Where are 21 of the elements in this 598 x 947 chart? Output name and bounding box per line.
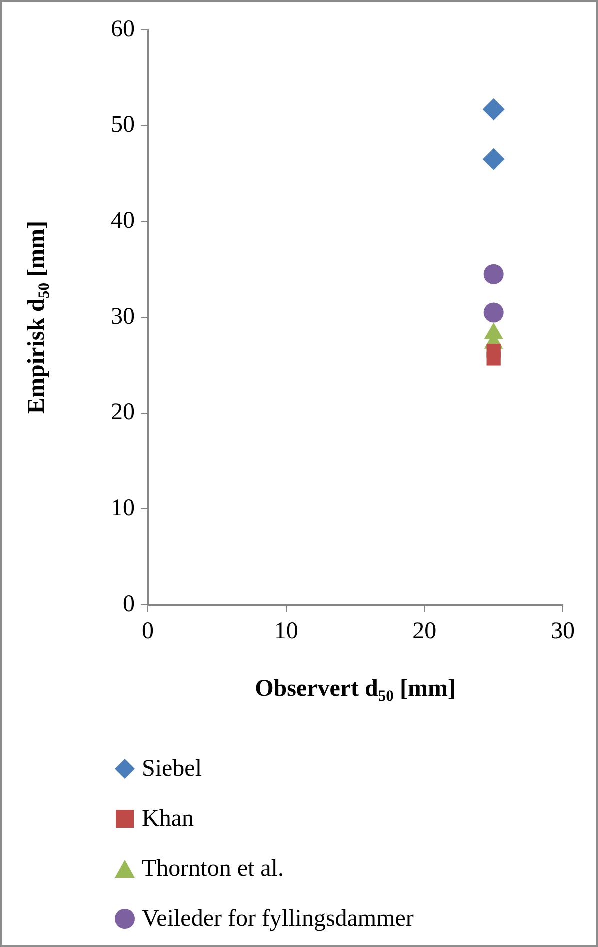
point [484,264,504,284]
legend-label: Khan [142,806,194,832]
y-tick-label: 60 [111,16,135,42]
y-tick-label: 40 [111,208,135,234]
y-axis-title: Empirisk d50 [mm] [24,221,54,414]
x-tick-label: 0 [142,618,154,645]
x-tick-label: 30 [551,618,575,645]
legend-label: Thornton et al. [142,856,284,882]
legend-label: Siebel [142,756,202,782]
legend-label: Veileder for fyllingsdammer [142,906,414,932]
x-tick-label: 10 [274,618,298,645]
y-tick-label: 0 [123,591,135,618]
y-tick-label: 10 [111,495,135,522]
point [482,98,505,121]
point [484,302,504,323]
x-tick-label: 20 [412,618,437,645]
y-tick-label: 50 [111,112,135,138]
point [482,148,505,170]
y-tick-label: 20 [111,400,135,426]
point [486,352,501,366]
y-tick-label: 30 [111,304,135,330]
